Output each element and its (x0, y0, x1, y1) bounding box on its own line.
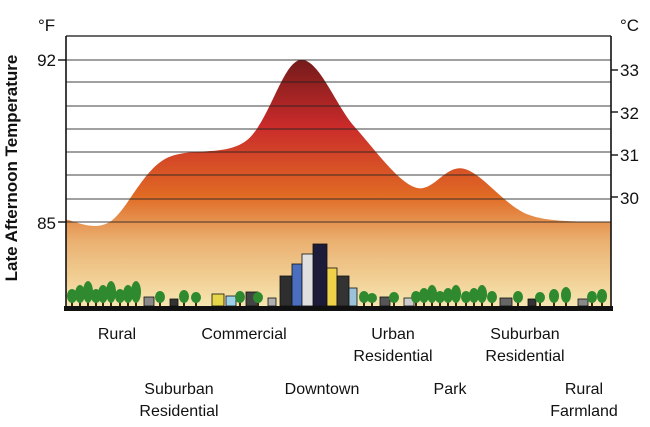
tree-icon (155, 291, 165, 306)
tree-icon (435, 291, 445, 306)
tree-icon (191, 292, 201, 306)
tree-icon (411, 291, 421, 306)
right-tick-label: 33 (620, 61, 639, 80)
building-icon (312, 243, 328, 307)
building-icon (267, 297, 277, 307)
tree-icon (115, 289, 125, 306)
tree-icon (561, 287, 571, 306)
zone-label-suburban-residential-right: Suburban Residential (472, 324, 578, 368)
building-icon (143, 296, 155, 307)
tree-icon (389, 292, 399, 306)
tree-icon (469, 288, 479, 306)
building-icon (225, 295, 237, 307)
zone-label-line: Rural (564, 381, 604, 398)
city-silhouette (67, 243, 607, 307)
building-icon (379, 296, 391, 307)
right-tick-label: 30 (620, 189, 639, 208)
building-icon (169, 298, 179, 307)
celsius-unit: °C (620, 16, 640, 35)
tree-icon (106, 281, 116, 306)
tree-icon (123, 285, 133, 306)
tree-icon (75, 285, 85, 306)
tree-icon (131, 281, 141, 306)
left-tick-label: 92 (37, 51, 56, 70)
tree-icon (98, 285, 108, 306)
tree-icon (477, 285, 487, 306)
tree-icon (419, 288, 429, 306)
building-icon (279, 275, 293, 307)
tree-icon (451, 285, 461, 306)
zone-label-rural: Rural (97, 326, 137, 343)
zone-label-line: Farmland (550, 403, 618, 420)
zone-label-commercial: Commercial (201, 326, 287, 343)
building-icon (348, 287, 358, 307)
y-axis-title: Late Afternoon Temperature (2, 54, 21, 282)
building-icon (499, 297, 513, 307)
left-tick-label: 85 (37, 214, 56, 233)
tree-icon (235, 291, 245, 306)
tree-icon (513, 291, 523, 306)
zone-label-line: Residential (353, 348, 433, 365)
tree-icon (587, 291, 597, 306)
tree-icon (549, 289, 559, 306)
zone-label-line: Suburban (490, 326, 560, 343)
tree-icon (83, 281, 93, 306)
building-icon (326, 267, 338, 307)
heat-profile-area (66, 59, 611, 307)
tree-icon (461, 291, 471, 306)
tree-icon (597, 289, 607, 306)
temperature-area (66, 59, 611, 307)
fahrenheit-unit: °F (38, 16, 56, 35)
tree-icon (443, 288, 453, 306)
axes (64, 35, 613, 311)
right-tick-label: 32 (620, 104, 639, 123)
zone-label-line: Residential (485, 348, 565, 365)
zone-label-line: Urban (371, 326, 415, 343)
building-icon (527, 298, 537, 307)
tree-icon (67, 289, 77, 306)
building-icon (301, 253, 315, 307)
tree-icon (535, 292, 545, 306)
tree-icon (179, 290, 189, 306)
building-icon (577, 298, 589, 307)
building-icon (336, 275, 350, 307)
tree-icon (427, 285, 437, 306)
zone-label-line: Residential (139, 403, 219, 420)
zone-label-rural-farmland: Rural Farmland (536, 379, 632, 423)
zone-label-line: Suburban (144, 381, 214, 398)
building-icon (291, 263, 303, 307)
zone-label-park: Park (433, 381, 467, 398)
gridlines (58, 59, 618, 223)
tick-labels: 92 85 33 32 31 30 (37, 51, 639, 233)
zone-label-urban-residential: Urban Residential (340, 324, 446, 368)
right-tick-label: 31 (620, 146, 639, 165)
tree-icon (487, 291, 497, 306)
tree-icon (253, 292, 263, 306)
building-icon (211, 293, 225, 307)
zone-label-downtown: Downtown (284, 381, 360, 398)
ground-line (64, 306, 613, 311)
zone-label-suburban-residential-left: Suburban Residential (124, 379, 234, 423)
tree-icon (359, 291, 369, 306)
tree-icon (367, 293, 377, 306)
